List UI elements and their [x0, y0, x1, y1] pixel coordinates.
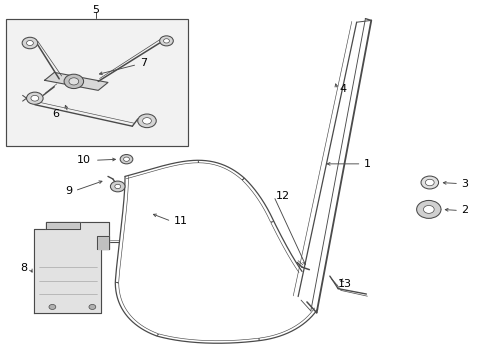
Polygon shape [46, 222, 80, 229]
Circle shape [89, 305, 96, 310]
Text: 6: 6 [52, 109, 59, 119]
Circle shape [123, 157, 129, 161]
Circle shape [31, 95, 39, 101]
Text: 7: 7 [140, 58, 146, 68]
Text: 9: 9 [65, 186, 73, 196]
Circle shape [163, 39, 169, 43]
Circle shape [110, 181, 125, 192]
Circle shape [26, 41, 33, 45]
Polygon shape [34, 222, 109, 314]
Circle shape [120, 154, 133, 164]
Bar [5, 19, 188, 146]
Circle shape [159, 36, 173, 46]
Circle shape [69, 78, 79, 85]
Circle shape [49, 305, 56, 310]
Circle shape [64, 74, 83, 89]
Text: 1: 1 [363, 159, 370, 169]
Circle shape [138, 114, 156, 128]
Circle shape [425, 179, 433, 186]
Circle shape [142, 118, 151, 124]
Polygon shape [97, 236, 109, 249]
Text: 11: 11 [173, 216, 187, 226]
Text: 2: 2 [461, 206, 468, 216]
Circle shape [22, 37, 38, 49]
Polygon shape [44, 72, 108, 90]
Text: 8: 8 [20, 263, 27, 273]
Circle shape [423, 206, 433, 213]
Circle shape [26, 92, 43, 104]
Text: 4: 4 [339, 84, 346, 94]
Text: 10: 10 [77, 155, 91, 165]
Text: 3: 3 [461, 179, 468, 189]
Text: 5: 5 [92, 5, 99, 15]
Circle shape [115, 184, 121, 189]
Circle shape [416, 201, 440, 219]
Text: 13: 13 [337, 279, 351, 289]
Circle shape [420, 176, 438, 189]
Text: 12: 12 [276, 191, 290, 201]
